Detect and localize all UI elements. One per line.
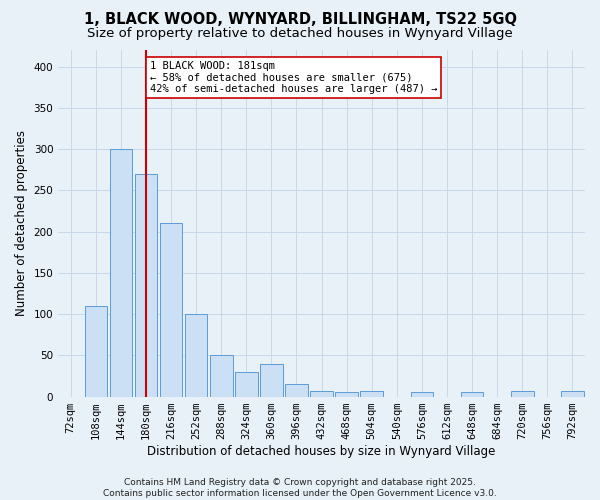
- Bar: [110, 149, 132, 396]
- Text: Size of property relative to detached houses in Wynyard Village: Size of property relative to detached ho…: [87, 28, 513, 40]
- Text: 1, BLACK WOOD, WYNYARD, BILLINGHAM, TS22 5GQ: 1, BLACK WOOD, WYNYARD, BILLINGHAM, TS22…: [83, 12, 517, 28]
- Bar: [235, 372, 257, 396]
- Bar: [335, 392, 358, 396]
- Y-axis label: Number of detached properties: Number of detached properties: [15, 130, 28, 316]
- Bar: [134, 174, 157, 396]
- Bar: [561, 391, 584, 396]
- Bar: [160, 224, 182, 396]
- Text: 1 BLACK WOOD: 181sqm
← 58% of detached houses are smaller (675)
42% of semi-deta: 1 BLACK WOOD: 181sqm ← 58% of detached h…: [150, 60, 437, 94]
- Bar: [361, 391, 383, 396]
- Bar: [310, 391, 333, 396]
- Bar: [85, 306, 107, 396]
- Bar: [260, 364, 283, 396]
- Bar: [210, 356, 233, 397]
- Text: Contains HM Land Registry data © Crown copyright and database right 2025.
Contai: Contains HM Land Registry data © Crown c…: [103, 478, 497, 498]
- Bar: [285, 384, 308, 396]
- Bar: [511, 391, 533, 396]
- Bar: [461, 392, 484, 396]
- Bar: [185, 314, 208, 396]
- Bar: [410, 392, 433, 396]
- X-axis label: Distribution of detached houses by size in Wynyard Village: Distribution of detached houses by size …: [148, 444, 496, 458]
